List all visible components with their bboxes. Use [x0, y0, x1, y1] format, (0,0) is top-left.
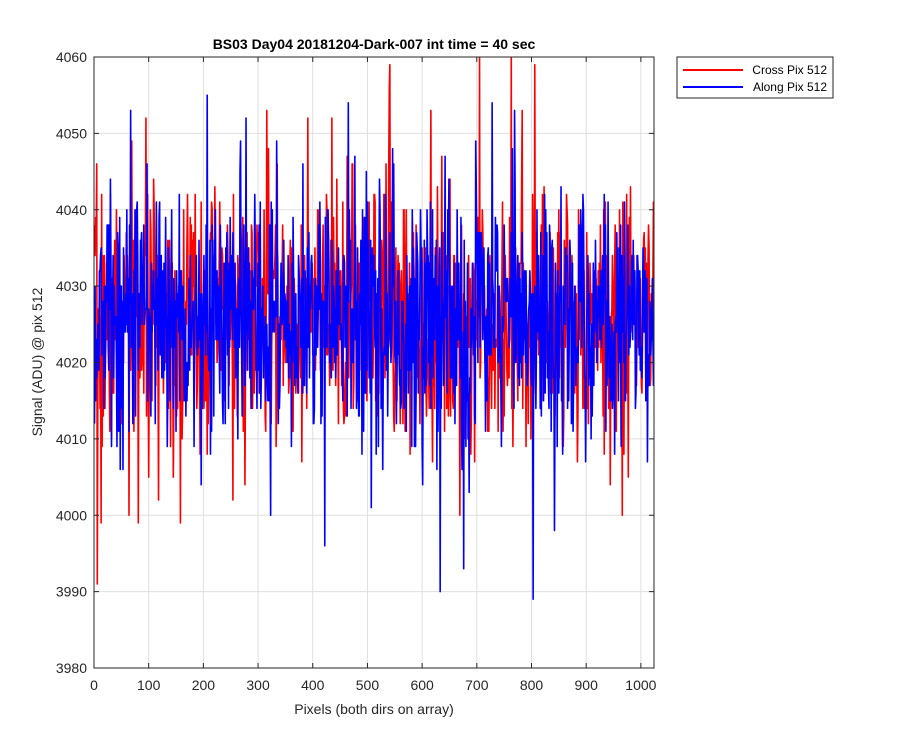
x-tick-label: 400 — [301, 677, 325, 693]
y-tick-label: 4060 — [56, 49, 87, 65]
x-tick-label: 600 — [410, 677, 434, 693]
x-tick-label: 1000 — [625, 677, 656, 693]
y-tick-label: 4030 — [56, 278, 87, 294]
y-tick-label: 4040 — [56, 202, 87, 218]
x-tick-label: 300 — [246, 677, 270, 693]
y-tick-label: 3980 — [56, 660, 87, 676]
legend-box — [676, 56, 834, 99]
y-tick-label: 4000 — [56, 507, 87, 523]
y-axis-label: Signal (ADU) @ pix 512 — [29, 287, 45, 436]
x-tick-label: 900 — [575, 677, 599, 693]
ticks: 0 100 200 300 400 500 600 700 800 900 1000 3980 3990… — [56, 49, 657, 693]
legend-label-cross: Cross Pix 512 — [752, 63, 827, 77]
x-tick-label: 200 — [192, 677, 216, 693]
legend-label-along: Along Pix 512 — [753, 80, 827, 94]
x-tick-label: 500 — [356, 677, 380, 693]
x-tick-label: 700 — [465, 677, 489, 693]
x-tick-label: 800 — [520, 677, 544, 693]
y-tick-label: 4050 — [56, 125, 87, 141]
legend: Cross Pix 512 Along Pix 512 — [676, 56, 834, 99]
chart-title: BS03 Day04 20181204-Dark-007 int time = … — [213, 36, 536, 52]
x-tick-label: 0 — [90, 677, 98, 693]
x-tick-label: 100 — [137, 677, 161, 693]
y-tick-label: 4020 — [56, 355, 87, 371]
y-tick-label: 3990 — [56, 584, 87, 600]
y-tick-label: 4010 — [56, 431, 87, 447]
series-layer — [94, 57, 654, 601]
series-line-along — [94, 94, 654, 601]
x-axis-label: Pixels (both dirs on array) — [294, 701, 454, 717]
